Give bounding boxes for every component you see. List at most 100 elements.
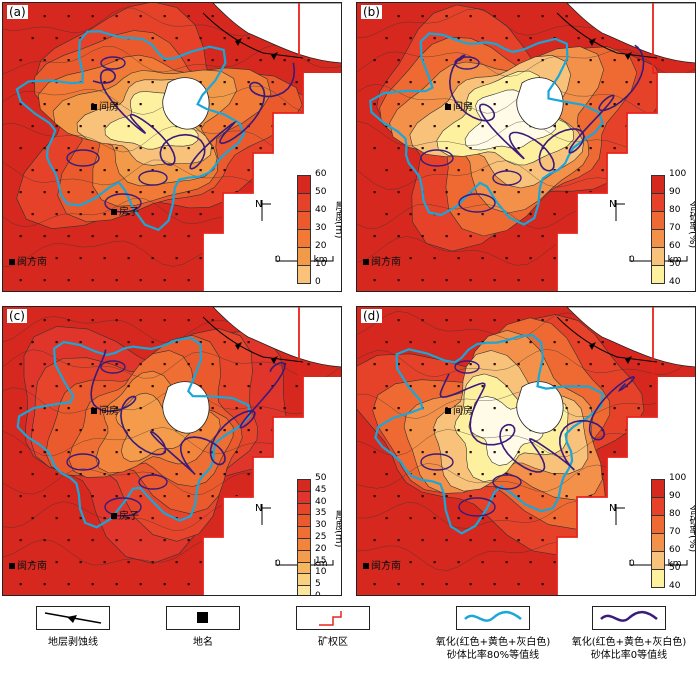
color-bar-tick: 100 [669, 473, 687, 483]
place-name: 间房 [91, 402, 119, 417]
panel-label: (d) [361, 309, 382, 323]
color-bar-tick: 90 [669, 491, 681, 501]
color-bar-tick: 60 [315, 169, 327, 179]
panel-label: (c) [7, 309, 27, 323]
place-square-icon [111, 513, 117, 519]
color-bar-tick: 50 [669, 259, 681, 269]
north-arrow-icon [615, 200, 625, 221]
color-bar-tick: 20 [315, 241, 327, 251]
legend-item-erosion: 地层剥蚀线 [8, 606, 138, 649]
contour-80-line [15, 30, 246, 232]
color-swatch [651, 533, 665, 552]
color-bar: 60 50 40 30 20 10 0 厚度(m) [297, 169, 342, 287]
panel-label: (a) [7, 5, 28, 19]
north-arrow: N [255, 199, 271, 221]
color-bar-tick: 5 [315, 579, 321, 590]
color-bar-tick: 15 [315, 555, 327, 566]
color-bar-tick: 70 [669, 527, 681, 537]
color-swatch [297, 193, 311, 212]
place-square-icon [111, 209, 117, 215]
place-square-icon [445, 104, 451, 110]
legend-item-place: 地名 [138, 606, 268, 649]
color-bar-title: 厚度(m) [333, 510, 342, 548]
color-swatch [651, 569, 665, 588]
place-name: 间房 [445, 98, 473, 113]
north-arrow: N [255, 503, 271, 525]
color-bar-tick: 50 [315, 473, 327, 483]
place-name: 闽方南 [363, 557, 401, 572]
contour-0-line [439, 373, 636, 473]
north-label: N [609, 199, 617, 210]
north-label: N [255, 503, 263, 514]
erosion-line [202, 12, 304, 59]
color-swatch [651, 193, 665, 212]
mining-boundary [202, 3, 304, 291]
color-bar-tick: 40 [315, 496, 327, 507]
color-bar-tick: 50 [669, 563, 681, 573]
erosion-line [556, 316, 658, 363]
erosion-line [556, 12, 658, 59]
color-swatch [651, 515, 665, 534]
north-arrow-icon [261, 200, 271, 221]
place-square-icon [9, 563, 15, 569]
color-bar-tick: 80 [669, 205, 681, 215]
contour-0-line [92, 62, 296, 170]
color-swatch [651, 551, 665, 570]
color-bar-tick: 10 [315, 567, 327, 578]
color-bar-title: 含砂率(%) [687, 201, 696, 249]
place-name: 房子 [111, 203, 139, 218]
place-name: 间房 [91, 98, 119, 113]
erosion-line-icon [44, 612, 102, 624]
color-swatch [651, 265, 665, 284]
legend-item-80: 氧化(红色+黄色+灰白色) 砂体比率80%等值线 [418, 606, 568, 662]
color-bar-title: 厚度(m) [333, 201, 342, 239]
place-name: 闽方南 [9, 557, 47, 572]
place-name: 闽方南 [363, 253, 401, 268]
contour-80-line [16, 336, 251, 529]
color-bar-title: 含砂率(%) [687, 505, 696, 553]
color-bar-tick: 0 [315, 591, 321, 596]
color-swatch [297, 211, 311, 230]
legend-item-0: 氧化(红色+黄色+灰白色) 砂体比率0等值线 [554, 606, 700, 662]
north-label: N [609, 503, 617, 514]
color-bar-tick: 30 [315, 223, 327, 233]
map-panel-c: (c) 间房 房子 闽方南 N 0 4 km 50 45 40 35 30 25 20 15 10 5 0 厚度(m… [2, 306, 342, 596]
color-bar-tick: 40 [669, 277, 681, 287]
color-bar-tick: 70 [669, 223, 681, 233]
place-square-icon [9, 259, 15, 265]
color-swatch [651, 211, 665, 230]
north-arrow: N [609, 503, 625, 525]
map-canvas [3, 3, 341, 291]
color-bar-tick: 80 [669, 509, 681, 519]
mining-boundary [556, 3, 658, 291]
color-bar-tick: 20 [315, 543, 327, 554]
color-bar-tick: 90 [669, 187, 681, 197]
color-bar: 50 45 40 35 30 25 20 15 10 5 0 厚度(m) [297, 473, 342, 596]
color-swatch [651, 229, 665, 248]
color-swatch [651, 247, 665, 266]
color-swatch [651, 175, 665, 194]
color-bar-tick: 60 [669, 241, 681, 251]
place-square-icon [91, 408, 97, 414]
color-swatch [651, 497, 665, 516]
map-canvas [357, 307, 695, 595]
north-arrow-icon [615, 504, 625, 525]
legend-label: 氧化(红色+黄色+灰白色) 砂体比率80%等值线 [435, 637, 551, 661]
color-bar-tick: 0 [315, 277, 321, 287]
contour-0-line [448, 44, 645, 172]
place-name: 间房 [445, 402, 473, 417]
purple-contour-icon [600, 610, 658, 622]
contour-0-line [90, 349, 286, 476]
north-label: N [255, 199, 263, 210]
legend-label: 地名 [193, 637, 213, 648]
place-name: 闽方南 [9, 253, 47, 268]
color-bar: 100 90 80 70 60 50 40 含砂率(%) [651, 169, 696, 287]
mining-boundary-icon [319, 611, 342, 626]
map-canvas [357, 3, 695, 291]
color-swatch [297, 585, 311, 595]
panel-label: (b) [361, 5, 382, 19]
color-bar-tick: 40 [315, 205, 327, 215]
color-bar-tick: 30 [315, 520, 327, 531]
map-panel-a: (a) 间房 房子 闽方南 N 0 4 km 60 50 40 30 20 10 0 厚度(m) [2, 2, 342, 292]
color-bar-tick: 10 [315, 259, 327, 269]
